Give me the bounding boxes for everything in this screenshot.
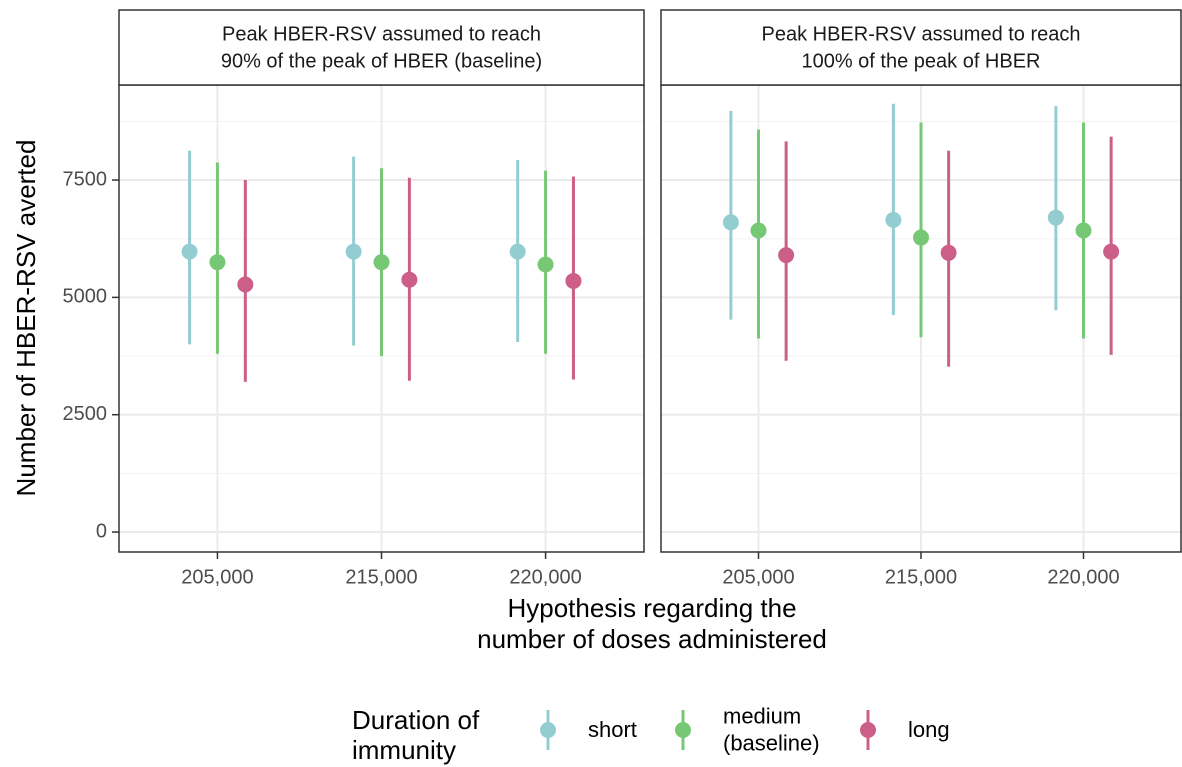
legend-title: immunity [352,735,456,765]
x-tick-label: 220,000 [509,566,581,588]
y-axis-title: Number of HBER-RSV averted [11,140,41,497]
point [565,272,582,289]
y-tick-label: 2500 [63,403,108,425]
point [1047,209,1064,226]
point [537,256,554,273]
y-tick-label: 7500 [63,168,108,190]
x-axis-title: number of doses administered [477,624,827,654]
legend-key [675,722,691,738]
y-tick-label: 0 [96,520,107,542]
point [509,243,526,260]
point [778,247,795,264]
strip-title: Peak HBER-RSV assumed to reach [222,23,541,45]
point [750,222,767,239]
legend-label: (baseline) [723,730,820,755]
legend-label: medium [723,703,801,728]
legend-key [860,722,876,738]
legend-label: short [588,717,637,742]
point [237,276,254,293]
point [401,271,418,288]
legend-key [540,722,556,738]
point [345,243,362,260]
point [885,211,902,228]
x-tick-label: 215,000 [345,566,417,588]
strip-title: Peak HBER-RSV assumed to reach [761,23,1080,45]
x-tick-label: 220,000 [1047,566,1119,588]
point [913,229,929,246]
y-tick-label: 5000 [63,286,108,308]
x-tick-label: 205,000 [181,566,253,588]
point [1103,243,1120,260]
legend-title: Duration of [352,705,480,735]
point [209,254,226,271]
x-axis-title: Hypothesis regarding the [507,593,796,623]
point [1075,222,1092,239]
strip-title: 90% of the peak of HBER (baseline) [221,50,542,72]
legend-label: long [908,717,950,742]
strip [118,9,645,86]
point [940,244,957,261]
x-tick-label: 215,000 [885,566,957,588]
point [181,243,198,260]
point [373,254,390,271]
point [722,214,739,231]
strip-title: 100% of the peak of HBER [801,50,1040,72]
strip [660,9,1182,86]
x-tick-label: 205,000 [722,566,794,588]
